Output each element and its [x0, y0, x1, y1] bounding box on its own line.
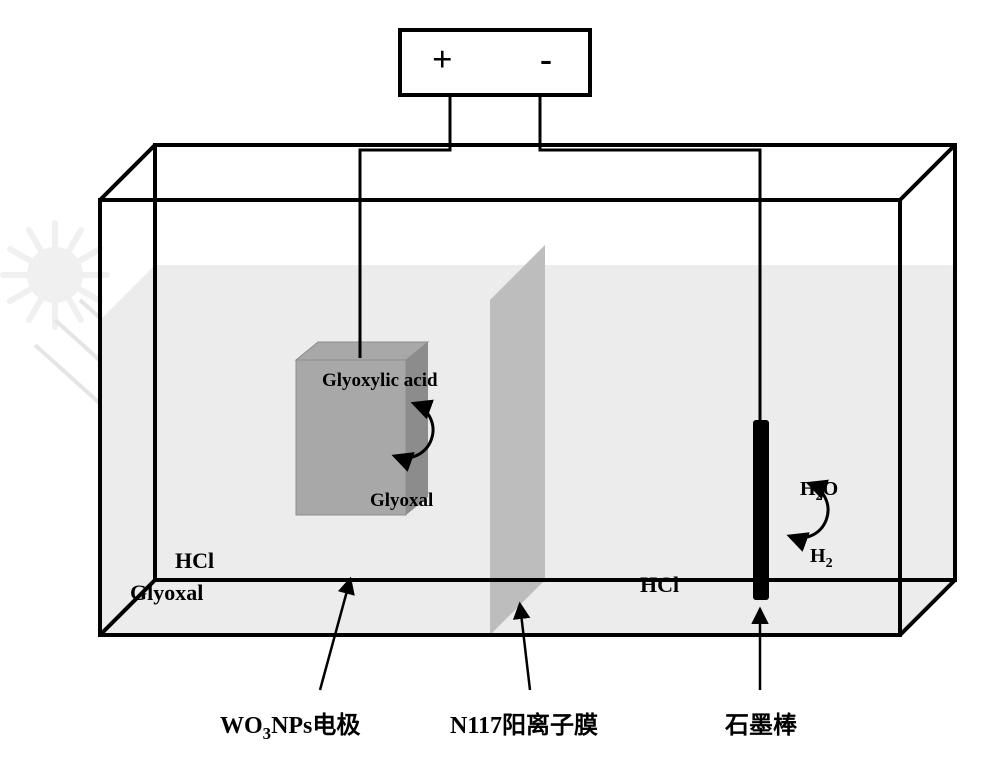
label-h2o: H2O: [800, 478, 838, 505]
cathode-rod: [753, 420, 769, 600]
callout-anode-label: WO3NPs电极: [220, 705, 360, 744]
power-minus-label: -: [540, 38, 552, 80]
label-glyoxal-left: Glyoxal: [130, 580, 203, 606]
callout-membrane-label: N117阳离子膜: [450, 705, 598, 740]
label-glyoxylic: Glyoxylic acid: [322, 370, 438, 392]
diagram-canvas: [0, 0, 1000, 757]
label-glyoxal-rxn: Glyoxal: [370, 490, 433, 512]
power-supply: [400, 30, 590, 95]
callout-cathode-label: 石墨棒: [725, 705, 797, 740]
label-hcl-left: HCl: [175, 548, 214, 574]
membrane: [490, 245, 545, 635]
power-plus-label: +: [432, 38, 453, 80]
label-h2: H2: [810, 545, 833, 572]
label-hcl-right: HCl: [640, 572, 679, 598]
